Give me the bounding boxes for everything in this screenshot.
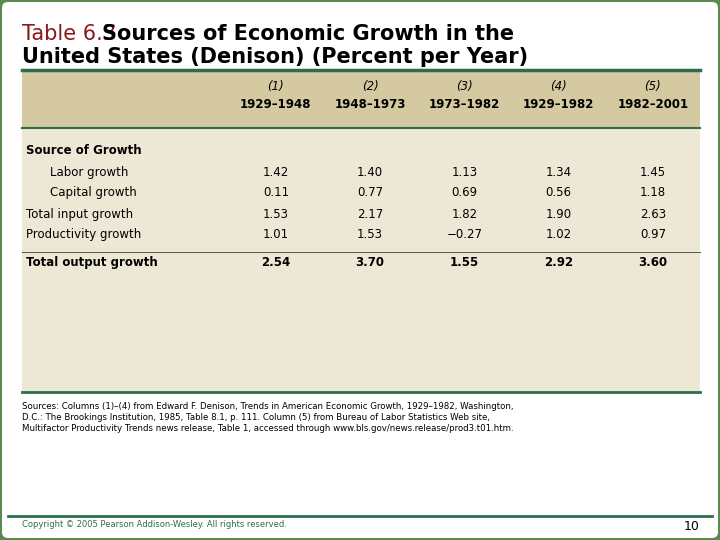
Text: Total input growth: Total input growth: [26, 208, 133, 221]
Text: 10: 10: [684, 520, 700, 533]
Text: 1929–1982: 1929–1982: [523, 98, 594, 111]
Text: 2.63: 2.63: [640, 208, 666, 221]
Text: 1948–1973: 1948–1973: [335, 98, 406, 111]
Text: (2): (2): [361, 80, 379, 93]
Text: 1.40: 1.40: [357, 166, 383, 179]
Text: 1973–1982: 1973–1982: [429, 98, 500, 111]
Text: 1.45: 1.45: [640, 166, 666, 179]
Text: (5): (5): [644, 80, 661, 93]
Text: (4): (4): [550, 80, 567, 93]
Text: 1.01: 1.01: [263, 228, 289, 241]
Text: 2.54: 2.54: [261, 256, 291, 269]
Text: 1.42: 1.42: [263, 166, 289, 179]
Text: 0.56: 0.56: [546, 186, 572, 199]
Text: Sources: Columns (1)–(4) from Edward F. Denison, Trends in American Economic Gro: Sources: Columns (1)–(4) from Edward F. …: [22, 402, 513, 411]
Text: 1.02: 1.02: [546, 228, 572, 241]
Text: D.C.: The Brookings Institution, 1985, Table 8.1, p. 111. Column (5) from Bureau: D.C.: The Brookings Institution, 1985, T…: [22, 413, 490, 422]
Text: 2.92: 2.92: [544, 256, 573, 269]
Text: Table 6.3: Table 6.3: [22, 24, 130, 44]
Text: 1.34: 1.34: [546, 166, 572, 179]
Text: Multifactor Productivity Trends news release, Table 1, accessed through www.bls.: Multifactor Productivity Trends news rel…: [22, 424, 513, 433]
Text: United States (Denison) (Percent per Year): United States (Denison) (Percent per Yea…: [22, 47, 528, 67]
Text: 1982–2001: 1982–2001: [617, 98, 688, 111]
Text: 3.70: 3.70: [356, 256, 384, 269]
Text: Labor growth: Labor growth: [50, 166, 128, 179]
Text: Sources of Economic Growth in the: Sources of Economic Growth in the: [102, 24, 514, 44]
Text: 1.13: 1.13: [451, 166, 477, 179]
Text: 1.82: 1.82: [451, 208, 477, 221]
Text: Productivity growth: Productivity growth: [26, 228, 141, 241]
Text: 0.97: 0.97: [640, 228, 666, 241]
Text: 3.60: 3.60: [639, 256, 667, 269]
Text: 0.69: 0.69: [451, 186, 477, 199]
Text: 1.53: 1.53: [357, 228, 383, 241]
Text: Capital growth: Capital growth: [50, 186, 137, 199]
Bar: [22, 70, 700, 392]
Text: Copyright © 2005 Pearson Addison-Wesley. All rights reserved.: Copyright © 2005 Pearson Addison-Wesley.…: [22, 520, 287, 529]
Text: 1929–1948: 1929–1948: [240, 98, 312, 111]
Text: 1.90: 1.90: [546, 208, 572, 221]
Text: Total output growth: Total output growth: [26, 256, 158, 269]
Text: 1.18: 1.18: [640, 186, 666, 199]
Text: 1.53: 1.53: [263, 208, 289, 221]
Text: 2.17: 2.17: [357, 208, 383, 221]
Text: 0.11: 0.11: [263, 186, 289, 199]
Text: (3): (3): [456, 80, 473, 93]
Text: Source of Growth: Source of Growth: [26, 144, 142, 157]
Text: 1.55: 1.55: [450, 256, 479, 269]
Text: (1): (1): [268, 80, 284, 93]
Text: −0.27: −0.27: [446, 228, 482, 241]
Bar: [22, 70, 700, 128]
Text: 0.77: 0.77: [357, 186, 383, 199]
